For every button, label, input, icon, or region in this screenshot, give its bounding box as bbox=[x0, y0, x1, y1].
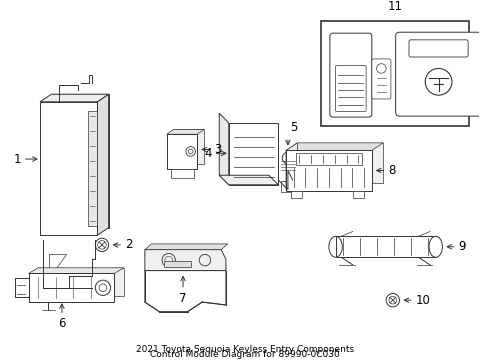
Text: 1: 1 bbox=[13, 153, 21, 166]
Bar bbox=[291, 190, 302, 198]
Text: 2: 2 bbox=[125, 238, 132, 251]
Bar bbox=[38, 268, 124, 296]
Bar bbox=[171, 168, 194, 178]
Text: 2021 Toyota Sequoia Keyless Entry Components: 2021 Toyota Sequoia Keyless Entry Compon… bbox=[136, 345, 354, 354]
FancyBboxPatch shape bbox=[372, 59, 391, 99]
Text: 3: 3 bbox=[215, 143, 222, 156]
Bar bbox=[164, 261, 191, 267]
Text: 4: 4 bbox=[204, 147, 212, 160]
Polygon shape bbox=[219, 175, 278, 185]
Polygon shape bbox=[219, 113, 229, 185]
FancyBboxPatch shape bbox=[395, 32, 482, 116]
Polygon shape bbox=[286, 143, 383, 150]
Polygon shape bbox=[286, 143, 297, 190]
Bar bbox=[173, 130, 204, 164]
Text: 9: 9 bbox=[459, 240, 466, 253]
Text: Control Module Diagram for 89990-0C030: Control Module Diagram for 89990-0C030 bbox=[150, 350, 340, 359]
Bar bbox=[295, 153, 362, 165]
Polygon shape bbox=[97, 94, 109, 235]
Bar bbox=[51, 94, 109, 228]
Bar bbox=[88, 111, 97, 226]
Bar bbox=[281, 181, 294, 193]
Text: 6: 6 bbox=[58, 318, 66, 330]
Text: 8: 8 bbox=[388, 164, 395, 177]
Text: 7: 7 bbox=[179, 292, 187, 305]
Bar bbox=[321, 21, 469, 126]
Bar bbox=[336, 236, 436, 257]
Text: 10: 10 bbox=[416, 294, 431, 307]
Bar bbox=[353, 190, 364, 198]
Polygon shape bbox=[145, 244, 228, 249]
Polygon shape bbox=[145, 249, 226, 271]
Polygon shape bbox=[229, 123, 278, 185]
Polygon shape bbox=[167, 130, 204, 134]
Bar bbox=[286, 150, 372, 190]
FancyBboxPatch shape bbox=[409, 40, 468, 57]
Bar bbox=[297, 143, 383, 183]
Bar bbox=[15, 278, 28, 297]
FancyBboxPatch shape bbox=[330, 33, 372, 117]
Text: 11: 11 bbox=[387, 0, 402, 13]
Bar bbox=[40, 102, 97, 235]
Ellipse shape bbox=[429, 236, 442, 257]
Bar bbox=[167, 134, 197, 168]
Bar bbox=[28, 274, 114, 302]
Polygon shape bbox=[28, 268, 124, 274]
Polygon shape bbox=[40, 94, 109, 102]
Text: 5: 5 bbox=[290, 121, 297, 134]
Polygon shape bbox=[49, 255, 67, 278]
Polygon shape bbox=[145, 271, 226, 312]
FancyBboxPatch shape bbox=[336, 66, 366, 111]
